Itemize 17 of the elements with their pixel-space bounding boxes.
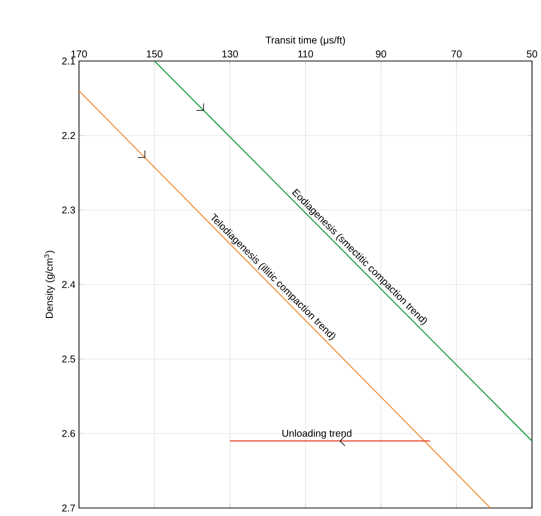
y-axis-title: Density (g/cm$^{3}$) (44, 250, 55, 318)
x-tick-label: 70 (451, 50, 462, 58)
x-tick-label: 170 (71, 50, 87, 58)
x-tick-label: 50 (526, 50, 538, 58)
y-tick-label: 2.2 (62, 132, 75, 139)
x-tick-label: 90 (376, 50, 386, 58)
y-tick-label: 2.3 (62, 206, 76, 214)
y-tick-label: 2.7 (62, 504, 75, 512)
x-axis-title: Transit time (μs/ft) (266, 36, 345, 46)
x-tick-label: 130 (222, 50, 238, 58)
x-tick-label: 150 (146, 50, 162, 58)
y-tick-label: 2.4 (62, 281, 76, 288)
y-tick-label: 2.5 (62, 355, 76, 363)
y-tick-label: 2.6 (62, 430, 76, 438)
y-tick-label: 2.1 (62, 58, 75, 64)
x-tick-label: 110 (298, 50, 314, 58)
annotation: Unloading trend (282, 429, 352, 439)
